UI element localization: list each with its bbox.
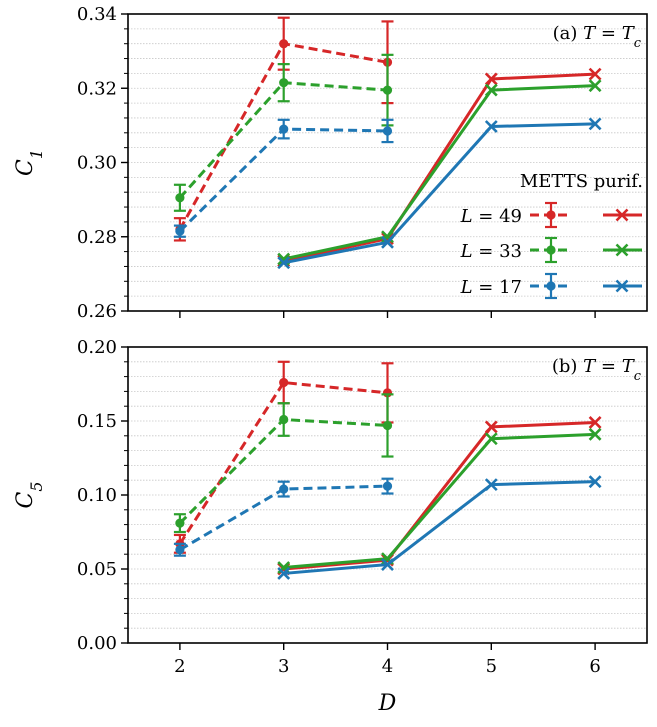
data-point <box>175 518 185 528</box>
legend-handle-marker <box>546 245 556 255</box>
legend: METTS purif. L = 49 L = 33 L = 17 <box>460 171 643 300</box>
x-axis-label: D <box>378 691 397 716</box>
data-point <box>484 432 498 446</box>
series-line <box>283 122 596 265</box>
series-metts-33 <box>173 53 394 212</box>
data-point <box>484 478 498 492</box>
y-axis-label: C5 <box>13 482 46 509</box>
series-metts-33 <box>173 393 394 534</box>
series-line <box>283 480 596 575</box>
legend-header: METTS purif. <box>520 171 643 192</box>
data-point <box>588 79 602 93</box>
data-point <box>279 124 289 134</box>
series-purif-49 <box>277 416 602 576</box>
legend-label: L = 49 <box>460 206 522 227</box>
series-line <box>283 420 596 571</box>
data-point <box>588 117 602 131</box>
series-line <box>283 84 596 261</box>
series-purif-17 <box>277 117 602 270</box>
data-point <box>279 484 289 494</box>
data-point <box>382 481 393 491</box>
data-point <box>484 72 498 86</box>
data-point <box>381 235 394 249</box>
y-tick-label: 0.10 <box>77 485 117 506</box>
series-purif-17 <box>277 475 602 580</box>
panel-a: 0.26 0.28 0.30 0.32 0.34 C1 (a) T = Tc METTS pu… <box>13 4 648 322</box>
panel-annotation: (b) T = Tc <box>552 356 642 384</box>
legend-label: L = 17 <box>460 277 522 298</box>
y-axis: 0.00 0.05 0.10 0.15 0.20 <box>77 337 128 654</box>
legend-label: L = 33 <box>460 241 522 262</box>
data-point <box>382 85 393 95</box>
data-point <box>277 567 291 580</box>
legend-handle-marker <box>546 281 556 291</box>
data-point <box>279 414 289 425</box>
series-metts-17 <box>173 118 394 238</box>
data-point <box>279 39 289 49</box>
data-point <box>588 416 602 429</box>
panel-b: 0.00 0.05 0.10 0.15 0.20 2 3 4 5 6 C5 D (b) T = Tc <box>13 337 648 716</box>
data-point <box>279 78 289 88</box>
y-axis: 0.26 0.28 0.30 0.32 0.34 <box>77 4 128 322</box>
data-point <box>588 67 602 81</box>
legend-handle-marker <box>615 243 629 257</box>
y-tick-label: 0.00 <box>77 633 117 654</box>
data-point <box>175 226 185 236</box>
y-axis-label: C1 <box>13 149 46 176</box>
data-point <box>279 377 289 388</box>
series-metts-49 <box>173 360 394 554</box>
series-metts-17 <box>173 477 394 557</box>
data-point <box>484 120 498 133</box>
x-axis <box>179 311 596 318</box>
data-point <box>277 256 291 270</box>
panel-annotation: (a) T = Tc <box>553 23 642 51</box>
legend-handle-marker <box>546 210 556 220</box>
data-point <box>382 126 393 136</box>
data-point <box>484 420 498 434</box>
y-tick-label: 0.05 <box>77 559 117 580</box>
y-tick-label: 0.15 <box>77 411 117 432</box>
data-point <box>588 475 602 489</box>
legend-handle-marker <box>615 279 629 293</box>
x-tick-label: 5 <box>486 656 497 677</box>
data-point <box>381 558 394 571</box>
data-point <box>382 420 393 431</box>
data-point <box>175 193 185 203</box>
x-tick-label: 4 <box>382 656 393 677</box>
data-point <box>588 427 602 441</box>
y-tick-label: 0.20 <box>77 337 117 358</box>
series-group <box>173 16 602 270</box>
legend-handle-marker <box>615 208 629 222</box>
y-tick-label: 0.28 <box>77 227 117 248</box>
series-line <box>283 432 596 570</box>
series-group <box>173 360 602 580</box>
x-tick-label: 2 <box>174 656 185 677</box>
x-tick-label: 3 <box>278 656 289 677</box>
data-point <box>175 545 185 555</box>
y-tick-label: 0.32 <box>77 78 117 99</box>
y-tick-label: 0.30 <box>77 153 117 174</box>
y-tick-label: 0.26 <box>77 301 117 322</box>
x-axis: 2 3 4 5 6 <box>174 643 601 677</box>
series-line <box>178 127 388 233</box>
y-tick-label: 0.34 <box>77 4 117 25</box>
x-tick-label: 6 <box>589 656 600 677</box>
data-point <box>484 83 498 97</box>
series-line <box>283 72 596 263</box>
